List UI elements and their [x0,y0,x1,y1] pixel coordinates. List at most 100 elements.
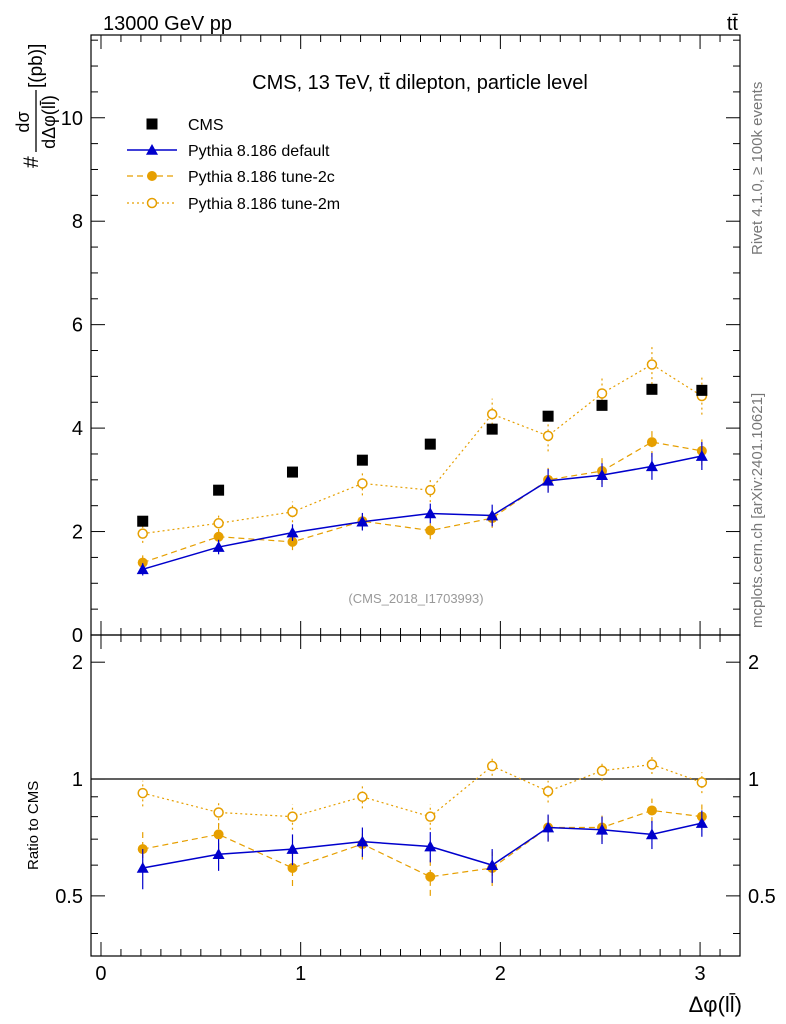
x-axis-ticks: 0 1 2 3 [95,35,721,985]
data-point [696,384,708,396]
data-point [695,450,708,461]
series-line-3 [142,363,703,535]
data-point [137,557,148,568]
data-point [596,388,608,399]
data-point [596,469,609,480]
data-point [486,408,498,420]
x-axis-label: Δφ(ll̄) [689,992,742,1017]
main-axis-ticks: 0 2 4 6 8 10 [61,39,740,647]
ratio-line-3 [142,763,703,818]
data-point [425,484,436,496]
ratio-point [287,811,298,822]
legend-label: Pythia 8.186 tune-2c [188,169,335,186]
ratio-axis-label: Ratio to CMS [25,781,42,870]
rivet-label: Rivet 4.1.0, ≥ 100k events [749,82,766,255]
data-point [542,474,555,486]
mcplots-label: mcplots.cern.ch [arXiv:2401.10621] [749,393,766,628]
ratio-panel-frame [90,634,741,957]
data-point [357,478,368,489]
data-point [286,466,298,478]
legend-label: CMS [188,117,224,134]
data-point [646,383,658,395]
ratio-tick-label-right: 2 [748,652,759,674]
ratio-tick-label-left: 1 [72,769,83,791]
ratio-point [356,835,369,847]
y-tick-label: 0 [72,625,83,647]
data-point [486,509,499,521]
legend-marker [146,144,158,155]
ratio-point [646,759,658,770]
data-point [287,536,298,547]
ratio-point [137,787,148,799]
data-point [486,423,498,435]
data-point [286,526,299,538]
ratio-data-marks [136,755,708,896]
header-left: 13000 GeV pp [103,13,232,35]
y-axis-label-numerator: dσ [13,111,33,132]
data-point [424,438,436,450]
ratio-point [486,859,499,870]
main-data-marks [136,344,708,576]
series-line-2 [142,441,702,564]
ratio-tick-label-left: 0.5 [55,886,83,908]
data-point [596,399,608,411]
ratio-axis-ticks: 0.5 0.5 1 1 2 2 [55,652,776,934]
ratio-point [646,805,657,816]
data-point [646,437,657,448]
y-tick-label: 10 [61,108,83,130]
ratio-point [542,786,554,797]
y-tick-label: 2 [72,522,83,544]
ratio-point [136,861,149,873]
ratio-point [695,817,708,828]
legend-marker [146,118,158,130]
y-axis-label-denominator: dΔφ(ll̄) [39,95,59,149]
ratio-point [212,848,225,860]
data-point [646,359,658,370]
legend: CMS Pythia 8.186 default Pythia 8.186 tune… [127,117,340,213]
ratio-point [542,821,555,833]
header-right: tt̄ [727,13,739,35]
ratio-point [425,871,436,882]
y-axis-label-unit: [(pb)] [26,44,47,88]
ratio-line-2 [142,809,702,878]
ratio-tick-label-right: 0.5 [748,886,776,908]
ratio-point [213,829,224,840]
data-point [287,506,298,518]
ratio-point [486,760,498,772]
data-point [136,563,149,575]
data-point [137,515,149,527]
ratio-point [596,823,609,835]
ratio-point [425,811,436,822]
ratio-point [357,791,368,803]
ratio-tick-label-right: 1 [748,769,759,791]
x-tick-label: 1 [295,963,306,985]
legend-marker [147,171,157,181]
ratio-point [286,843,299,854]
y-tick-label: 4 [72,418,83,440]
series-line-1 [142,455,703,571]
data-point [645,460,658,472]
data-point [212,541,225,552]
ratio-point [213,807,224,818]
legend-marker [146,197,158,209]
ratio-point [696,777,708,788]
ratio-point [596,765,608,777]
data-point [425,525,436,536]
data-point [137,528,148,539]
ratio-tick-label-left: 2 [72,652,83,674]
y-tick-label: 6 [72,315,83,337]
y-axis-label-prefix: # [20,156,43,168]
chart-title: CMS, 13 TeV, tt̄ dilepton, particle leve… [252,72,588,94]
x-tick-label: 3 [694,963,705,985]
data-point [356,515,369,527]
legend-label: Pythia 8.186 tune-2m [188,196,340,213]
y-tick-label: 8 [72,211,83,233]
x-tick-label: 0 [95,963,106,985]
ratio-point [424,840,437,852]
y-axis-label: # dσ dΔφ(ll̄) [(pb)] [13,44,59,168]
legend-label: Pythia 8.186 default [188,143,330,160]
ratio-line-1 [142,822,703,869]
data-point [213,531,224,542]
data-point [213,484,225,496]
